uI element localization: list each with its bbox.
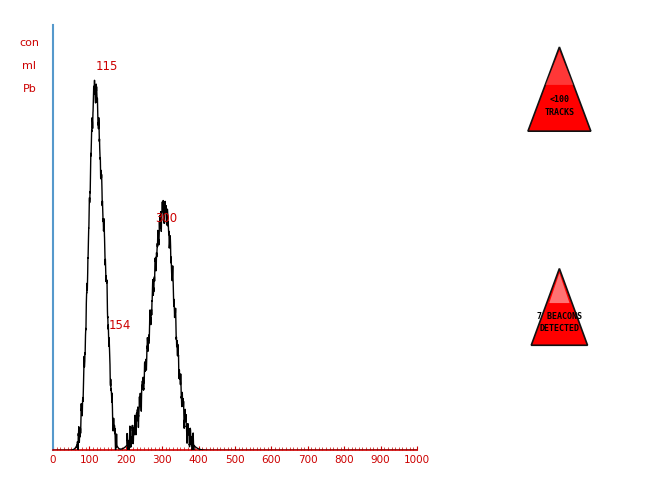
Polygon shape: [549, 273, 569, 303]
Text: 300: 300: [155, 212, 177, 225]
Text: Pb: Pb: [23, 84, 36, 95]
Text: TRACKS: TRACKS: [544, 108, 575, 117]
Text: DETECTED: DETECTED: [540, 324, 579, 333]
Polygon shape: [528, 47, 591, 131]
Polygon shape: [531, 268, 588, 346]
Text: ml: ml: [23, 61, 36, 71]
Text: <100: <100: [549, 95, 569, 103]
Polygon shape: [545, 51, 573, 85]
Text: 115: 115: [96, 60, 118, 73]
Text: 7 BEACONS: 7 BEACONS: [537, 312, 582, 321]
Text: 154: 154: [109, 319, 130, 332]
Text: con: con: [19, 38, 39, 48]
